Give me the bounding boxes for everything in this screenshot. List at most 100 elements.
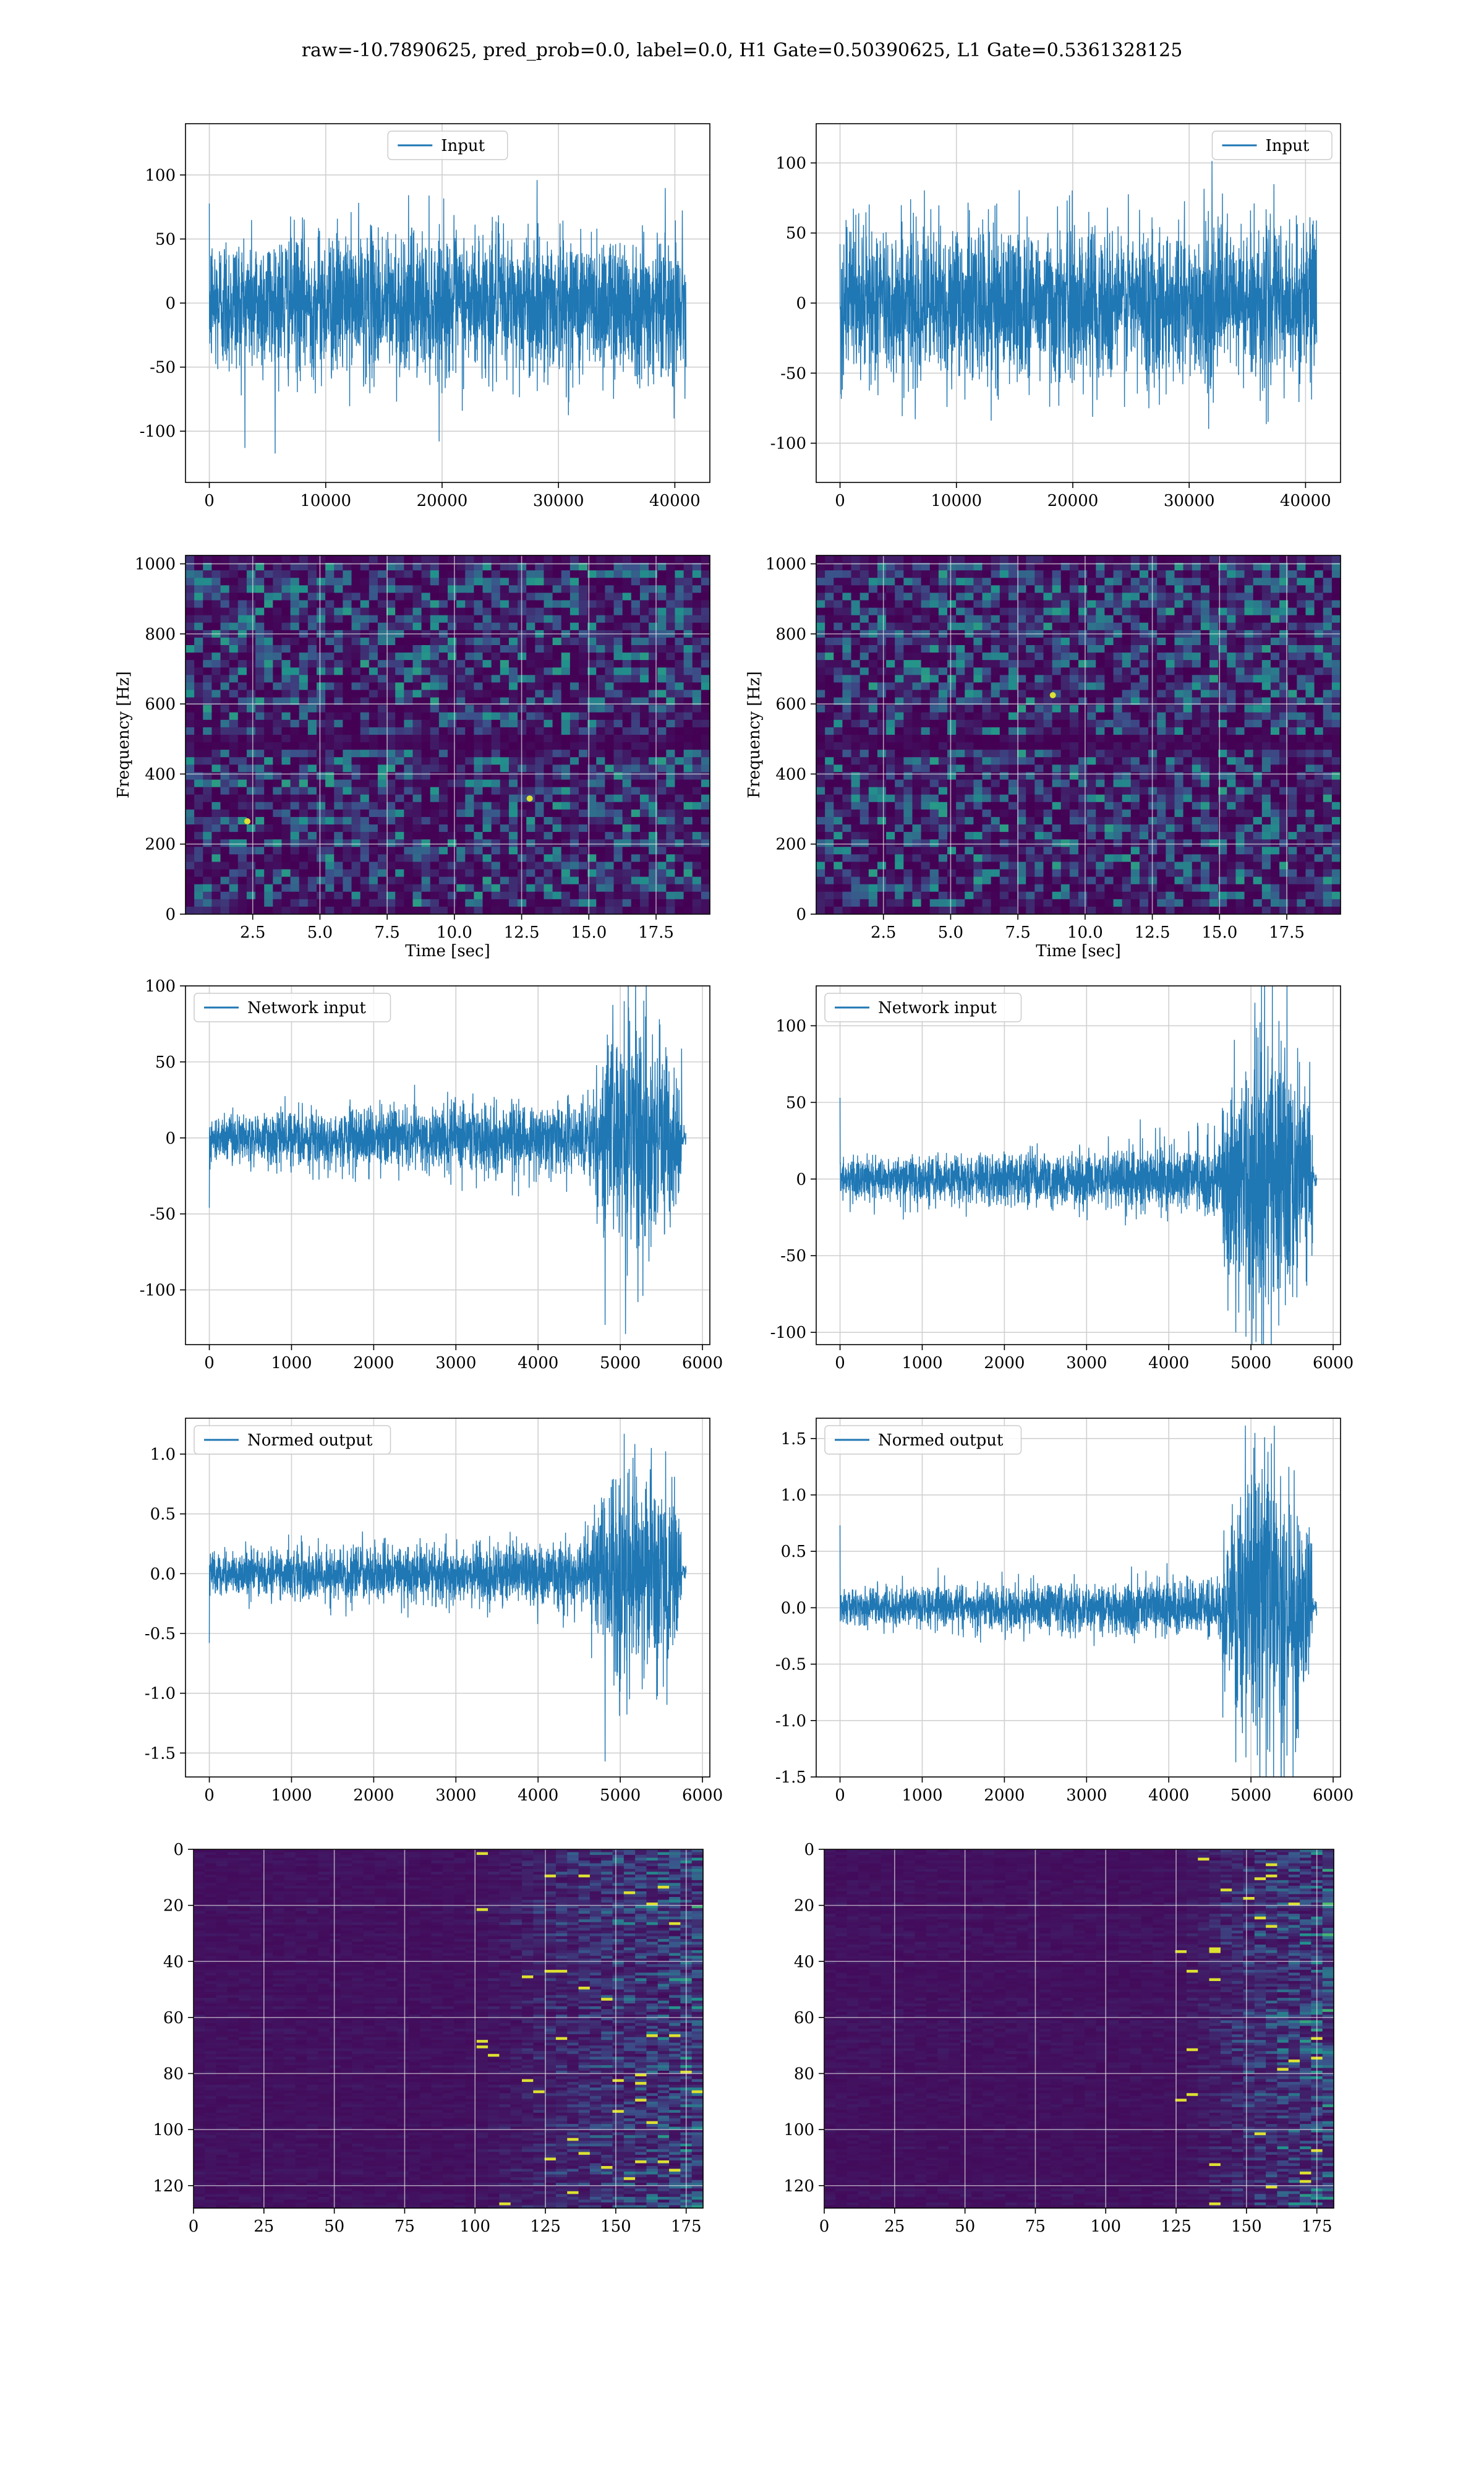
heatmap-cell bbox=[1331, 757, 1341, 765]
heatmap-cell bbox=[343, 802, 352, 810]
heatmap-cell bbox=[518, 637, 527, 646]
heatmap-cell bbox=[211, 876, 221, 885]
heatmap-cell bbox=[1130, 690, 1140, 698]
heatmap-cell bbox=[211, 824, 221, 833]
heatmap-cell bbox=[859, 653, 869, 661]
heatmap-cell bbox=[1069, 690, 1079, 698]
heatmap-cell bbox=[456, 704, 466, 713]
heatmap-cell bbox=[639, 637, 649, 646]
heatmap-cell bbox=[351, 712, 361, 721]
heatmap-cell bbox=[535, 891, 545, 900]
heatmap-cell bbox=[675, 750, 684, 758]
heatmap-cell bbox=[938, 727, 948, 735]
heatmap-cell bbox=[1235, 615, 1245, 623]
heatmap-cell bbox=[851, 622, 861, 631]
heatmap-cell bbox=[229, 884, 239, 892]
heatmap-cell bbox=[631, 906, 641, 915]
heatmap-cell bbox=[999, 622, 1009, 631]
heatmap-cell bbox=[229, 622, 239, 631]
heatmap-cell bbox=[579, 675, 588, 683]
heatmap-cell bbox=[229, 600, 239, 609]
heatmap-cell bbox=[1183, 563, 1193, 571]
heatmap-cell bbox=[264, 906, 273, 915]
heatmap-cell bbox=[1209, 622, 1219, 631]
heatmap-cell bbox=[290, 816, 300, 825]
heatmap-cell bbox=[1253, 660, 1263, 668]
heatmap-cell bbox=[299, 607, 309, 616]
heatmap-cell bbox=[851, 704, 861, 713]
heatmap-cell bbox=[991, 682, 1000, 691]
heatmap-cell bbox=[1104, 660, 1114, 668]
heatmap-cell bbox=[544, 555, 553, 563]
heatmap-cell bbox=[579, 794, 588, 803]
heatmap-cell bbox=[657, 906, 667, 915]
heatmap-cell bbox=[701, 794, 710, 803]
heatmap-cell bbox=[552, 704, 562, 713]
heatmap-cell bbox=[255, 787, 265, 795]
heatmap-cell bbox=[386, 645, 396, 653]
heatmap-cell bbox=[825, 675, 834, 683]
heatmap-cell bbox=[999, 794, 1009, 803]
heatmap-cell bbox=[666, 578, 676, 586]
heatmap-cell bbox=[307, 869, 317, 878]
heatmap-cell bbox=[982, 682, 992, 691]
heatmap-cell bbox=[825, 563, 834, 571]
heatmap-cell bbox=[834, 622, 843, 631]
heatmap-cell bbox=[1288, 660, 1297, 668]
heatmap-cell bbox=[404, 570, 414, 578]
heatmap-cell bbox=[465, 719, 474, 728]
heatmap-cell bbox=[666, 667, 676, 675]
heatmap-cell bbox=[273, 764, 283, 773]
heatmap-cell bbox=[438, 593, 448, 601]
heatmap-cell bbox=[438, 847, 448, 855]
heatmap-cell bbox=[895, 704, 904, 713]
heatmap-cell bbox=[281, 847, 291, 855]
heatmap-cell bbox=[631, 869, 641, 878]
heatmap-cell bbox=[1060, 660, 1070, 668]
heatmap-cell bbox=[317, 570, 326, 578]
heatmap-cell bbox=[1297, 637, 1307, 646]
heatmap-cell bbox=[569, 854, 579, 863]
heatmap-cell bbox=[273, 787, 283, 795]
heatmap-cell bbox=[929, 600, 939, 609]
heatmap-cell bbox=[1253, 787, 1263, 795]
heatmap-cell bbox=[1017, 600, 1026, 609]
heatmap-cell bbox=[1122, 593, 1132, 601]
heatmap-cell bbox=[825, 772, 834, 781]
heatmap-cell bbox=[999, 697, 1009, 706]
heatmap-cell bbox=[1261, 712, 1271, 721]
heatmap-cell bbox=[1305, 675, 1315, 683]
heatmap-cell bbox=[631, 764, 641, 773]
heatmap-cell bbox=[220, 735, 230, 743]
heatmap-cell bbox=[561, 906, 571, 915]
heatmap-cell bbox=[1200, 735, 1210, 743]
heatmap-cell bbox=[1113, 779, 1123, 788]
heatmap-cell bbox=[430, 787, 440, 795]
heatmap-cell bbox=[360, 607, 370, 616]
heatmap-cell bbox=[1096, 578, 1105, 586]
heatmap-cell bbox=[938, 570, 948, 578]
heatmap-cell bbox=[639, 876, 649, 885]
heatmap-cell bbox=[273, 593, 283, 601]
heatmap-cell bbox=[317, 727, 326, 735]
heatmap-cell bbox=[395, 750, 404, 758]
heatmap-cell bbox=[859, 764, 869, 773]
heatmap-cell bbox=[895, 727, 904, 735]
heatmap-cell bbox=[1043, 622, 1053, 631]
heatmap-cell bbox=[1297, 570, 1307, 578]
heatmap-cell bbox=[1261, 675, 1271, 683]
heatmap-cell bbox=[377, 719, 387, 728]
heatmap-cell bbox=[842, 682, 852, 691]
heatmap-cell bbox=[877, 615, 887, 623]
heatmap-cell bbox=[701, 884, 710, 892]
heatmap-cell bbox=[683, 585, 693, 594]
heatmap-cell bbox=[377, 876, 387, 885]
y-axis-label: Frequency [Hz] bbox=[114, 671, 133, 798]
heatmap-cell bbox=[203, 712, 212, 721]
heatmap-cell bbox=[1166, 794, 1175, 803]
heatmap-cell bbox=[561, 660, 571, 668]
heatmap-cell bbox=[631, 735, 641, 743]
heatmap-cell bbox=[675, 764, 684, 773]
heatmap-cell bbox=[386, 690, 396, 698]
heatmap-cell bbox=[325, 779, 335, 788]
